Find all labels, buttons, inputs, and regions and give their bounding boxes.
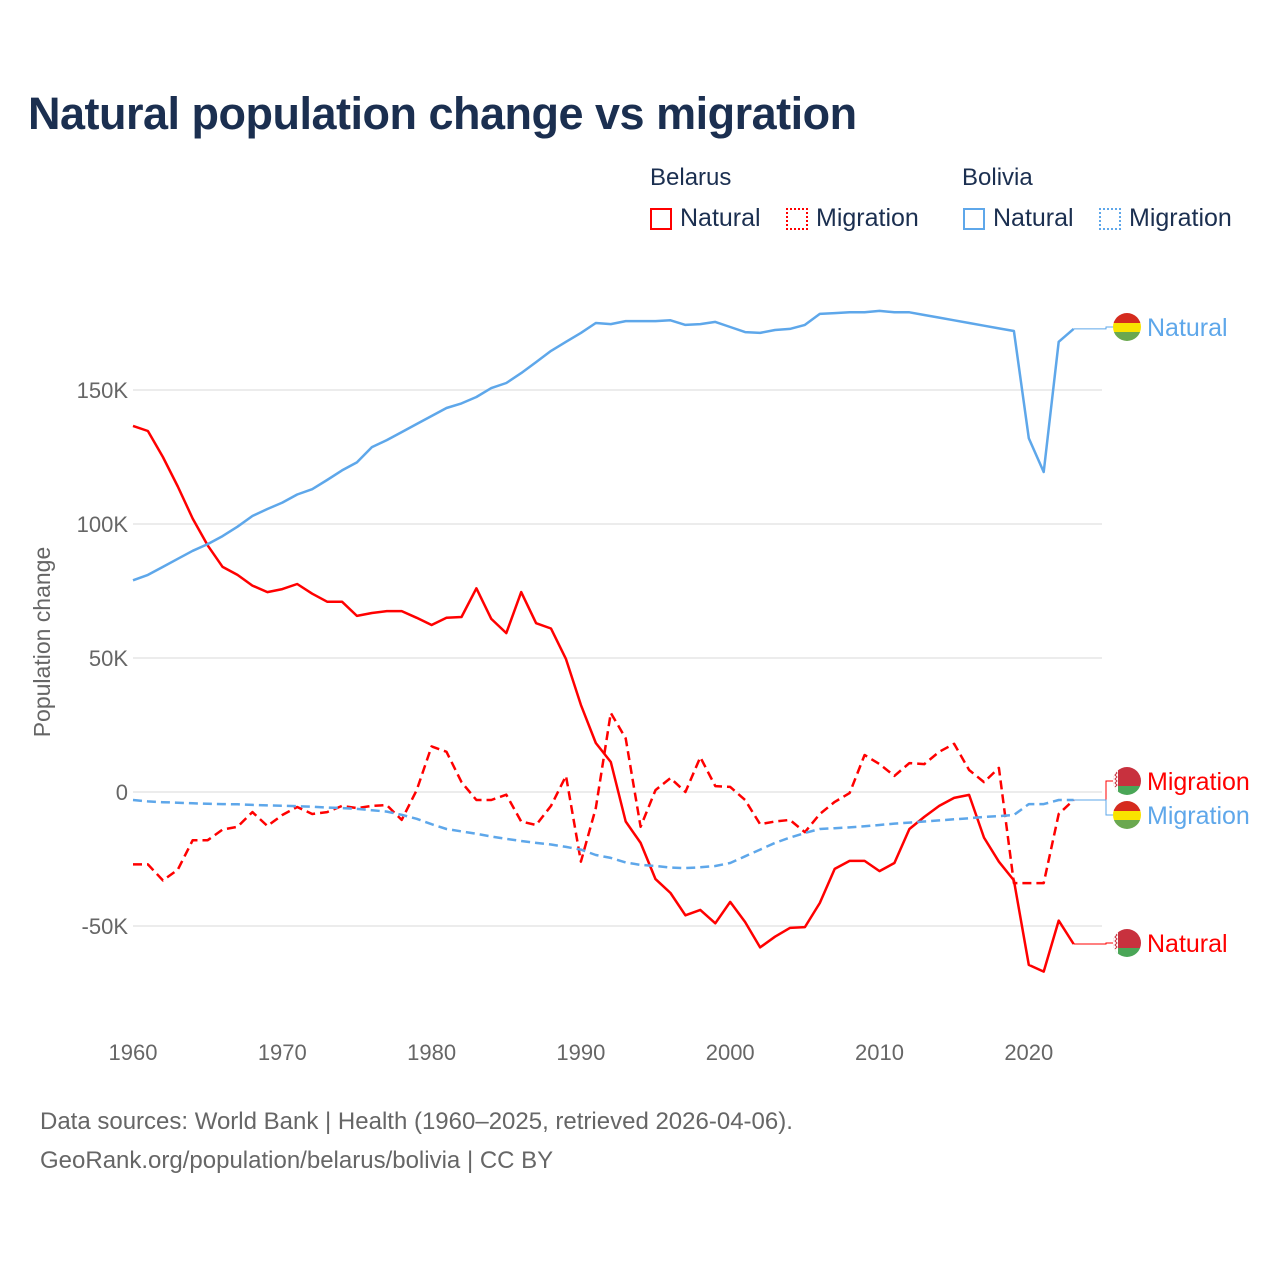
end-label-bolivia-natural: Natural	[1147, 314, 1228, 342]
footer-attribution: GeoRank.org/population/belarus/bolivia |…	[40, 1147, 554, 1174]
legend-belarus-natural[interactable]: Natural	[650, 204, 761, 233]
legend-label: Migration	[816, 204, 919, 232]
y-tick-label: 100K	[77, 512, 129, 537]
bolivia-flag-icon	[1113, 801, 1141, 829]
end-label-connector	[1073, 799, 1113, 816]
legend-label: Migration	[1129, 204, 1232, 232]
x-tick-label: 2000	[706, 1040, 755, 1065]
legend-bolivia-migration[interactable]: Migration	[1099, 204, 1232, 233]
legend-solid-swatch-icon	[650, 207, 672, 230]
x-tick-label: 1990	[556, 1040, 605, 1065]
end-label-connector	[1073, 942, 1113, 945]
belarus-flag-icon	[1113, 767, 1141, 795]
footer-sources: Data sources: World Bank | Health (1960–…	[40, 1108, 793, 1135]
x-tick-label: 1970	[258, 1040, 307, 1065]
legend-label: Natural	[993, 204, 1074, 232]
end-label-belarus-natural: Natural	[1147, 930, 1228, 958]
series-line-belarus-migration	[133, 711, 1075, 885]
y-tick-label: 0	[116, 780, 128, 805]
y-tick-label: 50K	[89, 646, 128, 671]
end-label-belarus-migration: Migration	[1147, 768, 1250, 796]
series-line-bolivia-natural	[132, 309, 1075, 582]
legend-bolivia-natural[interactable]: Natural	[963, 204, 1074, 233]
x-tick-label: 2010	[855, 1040, 904, 1065]
end-label-bolivia-migration: Migration	[1147, 802, 1250, 830]
legend-group-belarus: Belarus	[650, 164, 732, 191]
y-tick-label: -50K	[82, 914, 129, 939]
legend-dotted-swatch-icon	[1099, 207, 1121, 230]
y-tick-label: 150K	[77, 378, 129, 403]
belarus-flag-icon	[1113, 929, 1141, 957]
legend-belarus-migration[interactable]: Migration	[786, 204, 919, 233]
end-label-connector	[1073, 780, 1113, 801]
legend-solid-swatch-icon	[963, 207, 985, 230]
legend-group-bolivia: Bolivia	[962, 164, 1033, 191]
bolivia-flag-icon	[1113, 313, 1141, 341]
x-tick-label: 1980	[407, 1040, 456, 1065]
series-line-bolivia-migration	[132, 798, 1074, 870]
legend-dotted-swatch-icon	[786, 207, 808, 230]
x-tick-label: 1960	[109, 1040, 158, 1065]
end-label-connector	[1073, 326, 1113, 330]
series-line-belarus-natural	[132, 424, 1075, 973]
chart-title: Natural population change vs migration	[28, 88, 857, 139]
y-axis-label: Population change	[29, 547, 55, 738]
legend-label: Natural	[680, 204, 761, 232]
x-tick-label: 2020	[1004, 1040, 1053, 1065]
